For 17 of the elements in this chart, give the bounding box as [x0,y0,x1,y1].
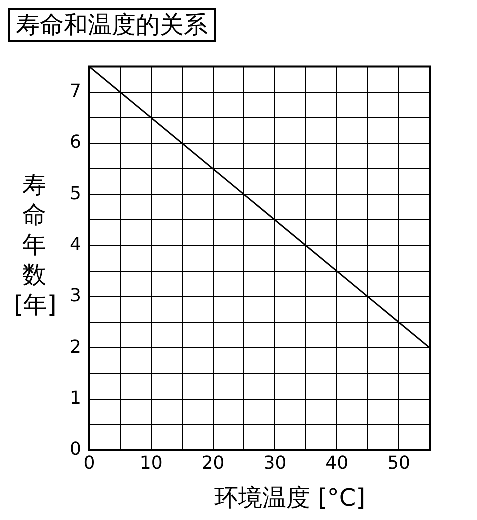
y-tick-label: 7 [70,81,82,102]
chart-title: 寿命和温度的关系 [8,8,216,42]
y-tick-label: 3 [70,286,82,307]
y-tick-label: 4 [70,234,82,256]
x-tick-label: 20 [202,452,225,474]
y-tick-label: 1 [70,388,82,409]
y-tick-label: 2 [70,336,82,358]
x-tick-label: 10 [140,452,163,474]
x-tick-label: 0 [84,452,96,474]
y-tick-label: 6 [70,132,82,154]
y-tick-label: 5 [70,183,82,204]
x-tick-label: 30 [264,452,287,474]
x-tick-label: 50 [388,452,410,474]
y-axis-title: 寿命年数[年] [14,170,57,320]
x-tick-label: 40 [326,452,349,474]
y-tick-label: 0 [70,439,82,460]
x-axis-title: 环境温度 [°C] [213,483,367,514]
